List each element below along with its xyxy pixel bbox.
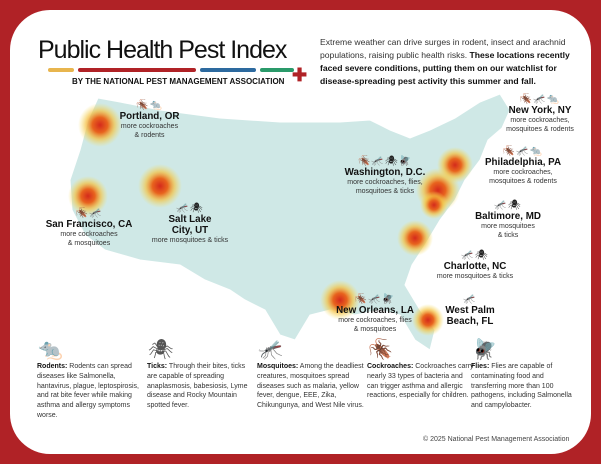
pest-icons: 🦟🕷 xyxy=(494,200,522,211)
city-baltimore: 🦟🕷 Baltimore, MD more mosquitoes & ticks xyxy=(458,200,558,240)
us-map xyxy=(68,93,511,351)
legend-rodents: Rodents: Rodents can spread diseases lik… xyxy=(37,363,139,419)
city-philadelphia: 🪳🦟🐀 Philadelphia, PA more cockroaches, mos… xyxy=(468,146,578,186)
pest-icons: 🦟🕷 xyxy=(176,203,204,214)
pest-icons: 🪳🦟 xyxy=(75,208,103,219)
pest-icons: 🦟🕷 xyxy=(461,250,489,261)
city-salt-lake-city: 🦟🕷 Salt Lake City, UT more mosquitoes & ti… xyxy=(140,203,240,245)
fly-icon: 🪰 xyxy=(472,339,497,361)
page-title: Public Health Pest Index xyxy=(38,36,287,64)
heat-spots xyxy=(68,103,473,336)
pest-icons: 🪳🦟🪰 xyxy=(354,294,396,305)
legend-mosquitoes: Mosquitoes: Among the deadliest creature… xyxy=(257,363,364,410)
legend-cockroaches: Cockroaches: Cockroaches carry nearly 33… xyxy=(367,363,474,400)
rat-icon: 🐀 xyxy=(38,339,63,361)
city-new-orleans: 🪳🦟🪰 New Orleans, LA more cockroaches, flie… xyxy=(320,294,430,334)
byline: BY THE NATIONAL PEST MANAGEMENT ASSOCIAT… xyxy=(72,77,285,86)
legend-ticks: Ticks: Through their bites, ticks are ca… xyxy=(147,363,248,410)
city-portland: 🪳🐀 Portland, OR more cockroaches & rodents xyxy=(102,100,197,140)
tick-icon: 🕷 xyxy=(148,339,174,361)
city-charlotte: 🦟🕷 Charlotte, NC more mosquitoes & ticks xyxy=(420,250,530,281)
cockroach-icon: 🪳 xyxy=(368,339,393,361)
legend-flies: Flies: Flies are capable of contaminatin… xyxy=(471,363,572,410)
city-san-francisco: 🪳🦟 San Francisco, CA more cockroaches & mo… xyxy=(34,208,144,248)
copyright: © 2025 National Pest Management Associat… xyxy=(423,436,570,443)
color-bars xyxy=(48,68,304,73)
pest-icons: 🪳🐀 xyxy=(136,100,163,111)
city-new-york: 🪳🦟🐀 New York, NY more cockroaches, mosquit… xyxy=(490,94,590,134)
pest-icons: 🪳🦟🐀 xyxy=(502,146,544,157)
pest-icons: 🦟 xyxy=(463,294,477,305)
pest-icons: 🪳🦟🕷🪰 xyxy=(357,156,413,167)
pest-icons: 🪳🦟🐀 xyxy=(519,94,561,105)
infographic-card: Public Health Pest Index ✚ BY THE NATION… xyxy=(10,10,591,454)
city-washington-dc: 🪳🦟🕷🪰 Washington, D.C. more cockroaches, fl… xyxy=(330,156,440,196)
red-cross-icon: ✚ xyxy=(292,65,308,85)
intro-text: Extreme weather can drive surges in rode… xyxy=(320,37,570,86)
city-west-palm-beach: 🦟 West Palm Beach, FL xyxy=(435,294,505,327)
mosquito-icon: 🦟 xyxy=(258,339,283,361)
